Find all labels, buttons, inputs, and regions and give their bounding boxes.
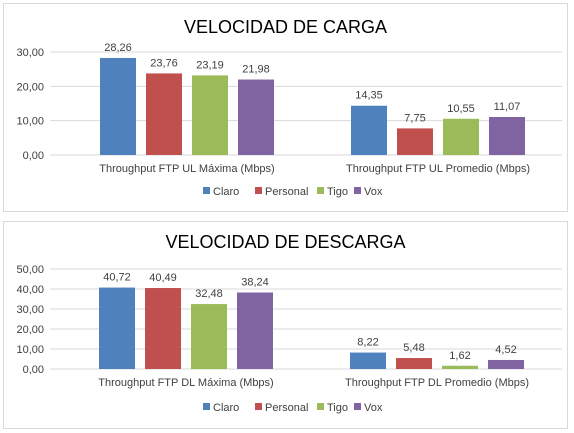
data-label: 32,48	[195, 288, 223, 300]
data-label: 10,55	[447, 103, 475, 115]
data-label: 40,49	[149, 272, 177, 284]
y-tick-label: 10,00	[16, 116, 44, 128]
bar-tigo	[442, 365, 478, 369]
bar-claro	[99, 287, 135, 369]
upload-speed-chart-svg: VELOCIDAD DE CARGA 0,00 10,00 20,00 30,00 28,…	[16, 17, 562, 198]
chart-title: VELOCIDAD DE CARGA	[184, 17, 387, 37]
y-tick-label: 10,00	[16, 344, 44, 356]
y-tick-label: 0,00	[23, 150, 44, 162]
legend-label: Claro	[213, 186, 239, 198]
data-label: 38,24	[241, 277, 269, 289]
legend-swatch-tigo	[317, 187, 324, 194]
data-label: 23,19	[196, 59, 224, 71]
bar-personal	[145, 288, 181, 369]
chart-title: VELOCIDAD DE DESCARGA	[165, 232, 405, 252]
data-label: 21,98	[242, 64, 270, 76]
bar-vox	[238, 79, 274, 155]
legend-label: Claro	[213, 402, 239, 414]
legend-label: Personal	[265, 402, 308, 414]
legend-label: Vox	[364, 402, 383, 414]
bar-personal	[146, 73, 182, 155]
bar-tigo	[192, 75, 228, 155]
y-tick-label: 50,00	[16, 264, 44, 276]
download-speed-chart: VELOCIDAD DE DESCARGA 0,00 10,00 20,00 30,00…	[3, 221, 568, 429]
data-label: 1,62	[449, 350, 470, 362]
y-tick-label: 20,00	[16, 324, 44, 336]
data-label: 23,76	[150, 57, 178, 69]
bar-vox	[489, 116, 525, 155]
legend-swatch-claro	[203, 403, 210, 410]
data-label: 4,52	[495, 344, 516, 356]
legend-label: Tigo	[327, 402, 348, 414]
data-label: 5,48	[403, 342, 424, 354]
download-speed-chart-svg: VELOCIDAD DE DESCARGA 0,00 10,00 20,00 30,00…	[16, 232, 562, 414]
category-label: Throughput FTP DL Promedio (Mbps)	[345, 377, 529, 389]
legend-label: Personal	[265, 186, 308, 198]
data-label: 14,35	[355, 90, 383, 102]
data-label: 28,26	[104, 42, 132, 54]
data-label: 40,72	[103, 272, 131, 284]
upload-speed-chart: VELOCIDAD DE CARGA 0,00 10,00 20,00 30,00 28,…	[3, 3, 568, 212]
bar-personal	[396, 358, 432, 369]
data-label: 8,22	[357, 337, 378, 349]
bar-claro	[351, 105, 387, 155]
bar-claro	[100, 57, 136, 155]
y-tick-label: 0,00	[23, 364, 44, 376]
legend-swatch-vox	[354, 187, 361, 194]
legend-swatch-tigo	[317, 403, 324, 410]
legend-swatch-personal	[255, 403, 262, 410]
y-tick-label: 20,00	[16, 81, 44, 93]
bar-tigo	[191, 304, 227, 369]
bar-claro	[350, 352, 386, 369]
category-label: Throughput FTP UL Promedio (Mbps)	[346, 163, 530, 175]
legend-label: Vox	[364, 186, 383, 198]
category-label: Throughput FTP DL Máxima (Mbps)	[98, 377, 273, 389]
category-label: Throughput FTP UL Máxima (Mbps)	[99, 163, 274, 175]
bar-vox	[488, 359, 524, 369]
y-tick-label: 30,00	[16, 304, 44, 316]
bar-personal	[397, 128, 433, 155]
data-label: 11,07	[494, 101, 521, 113]
bar-tigo	[443, 118, 479, 155]
legend-swatch-personal	[255, 187, 262, 194]
y-tick-label: 40,00	[16, 284, 44, 296]
legend-swatch-vox	[354, 403, 361, 410]
bar-vox	[237, 292, 273, 369]
legend-swatch-claro	[203, 187, 210, 194]
data-label: 7,75	[404, 112, 425, 124]
y-tick-label: 30,00	[16, 47, 44, 59]
legend-label: Tigo	[327, 186, 348, 198]
